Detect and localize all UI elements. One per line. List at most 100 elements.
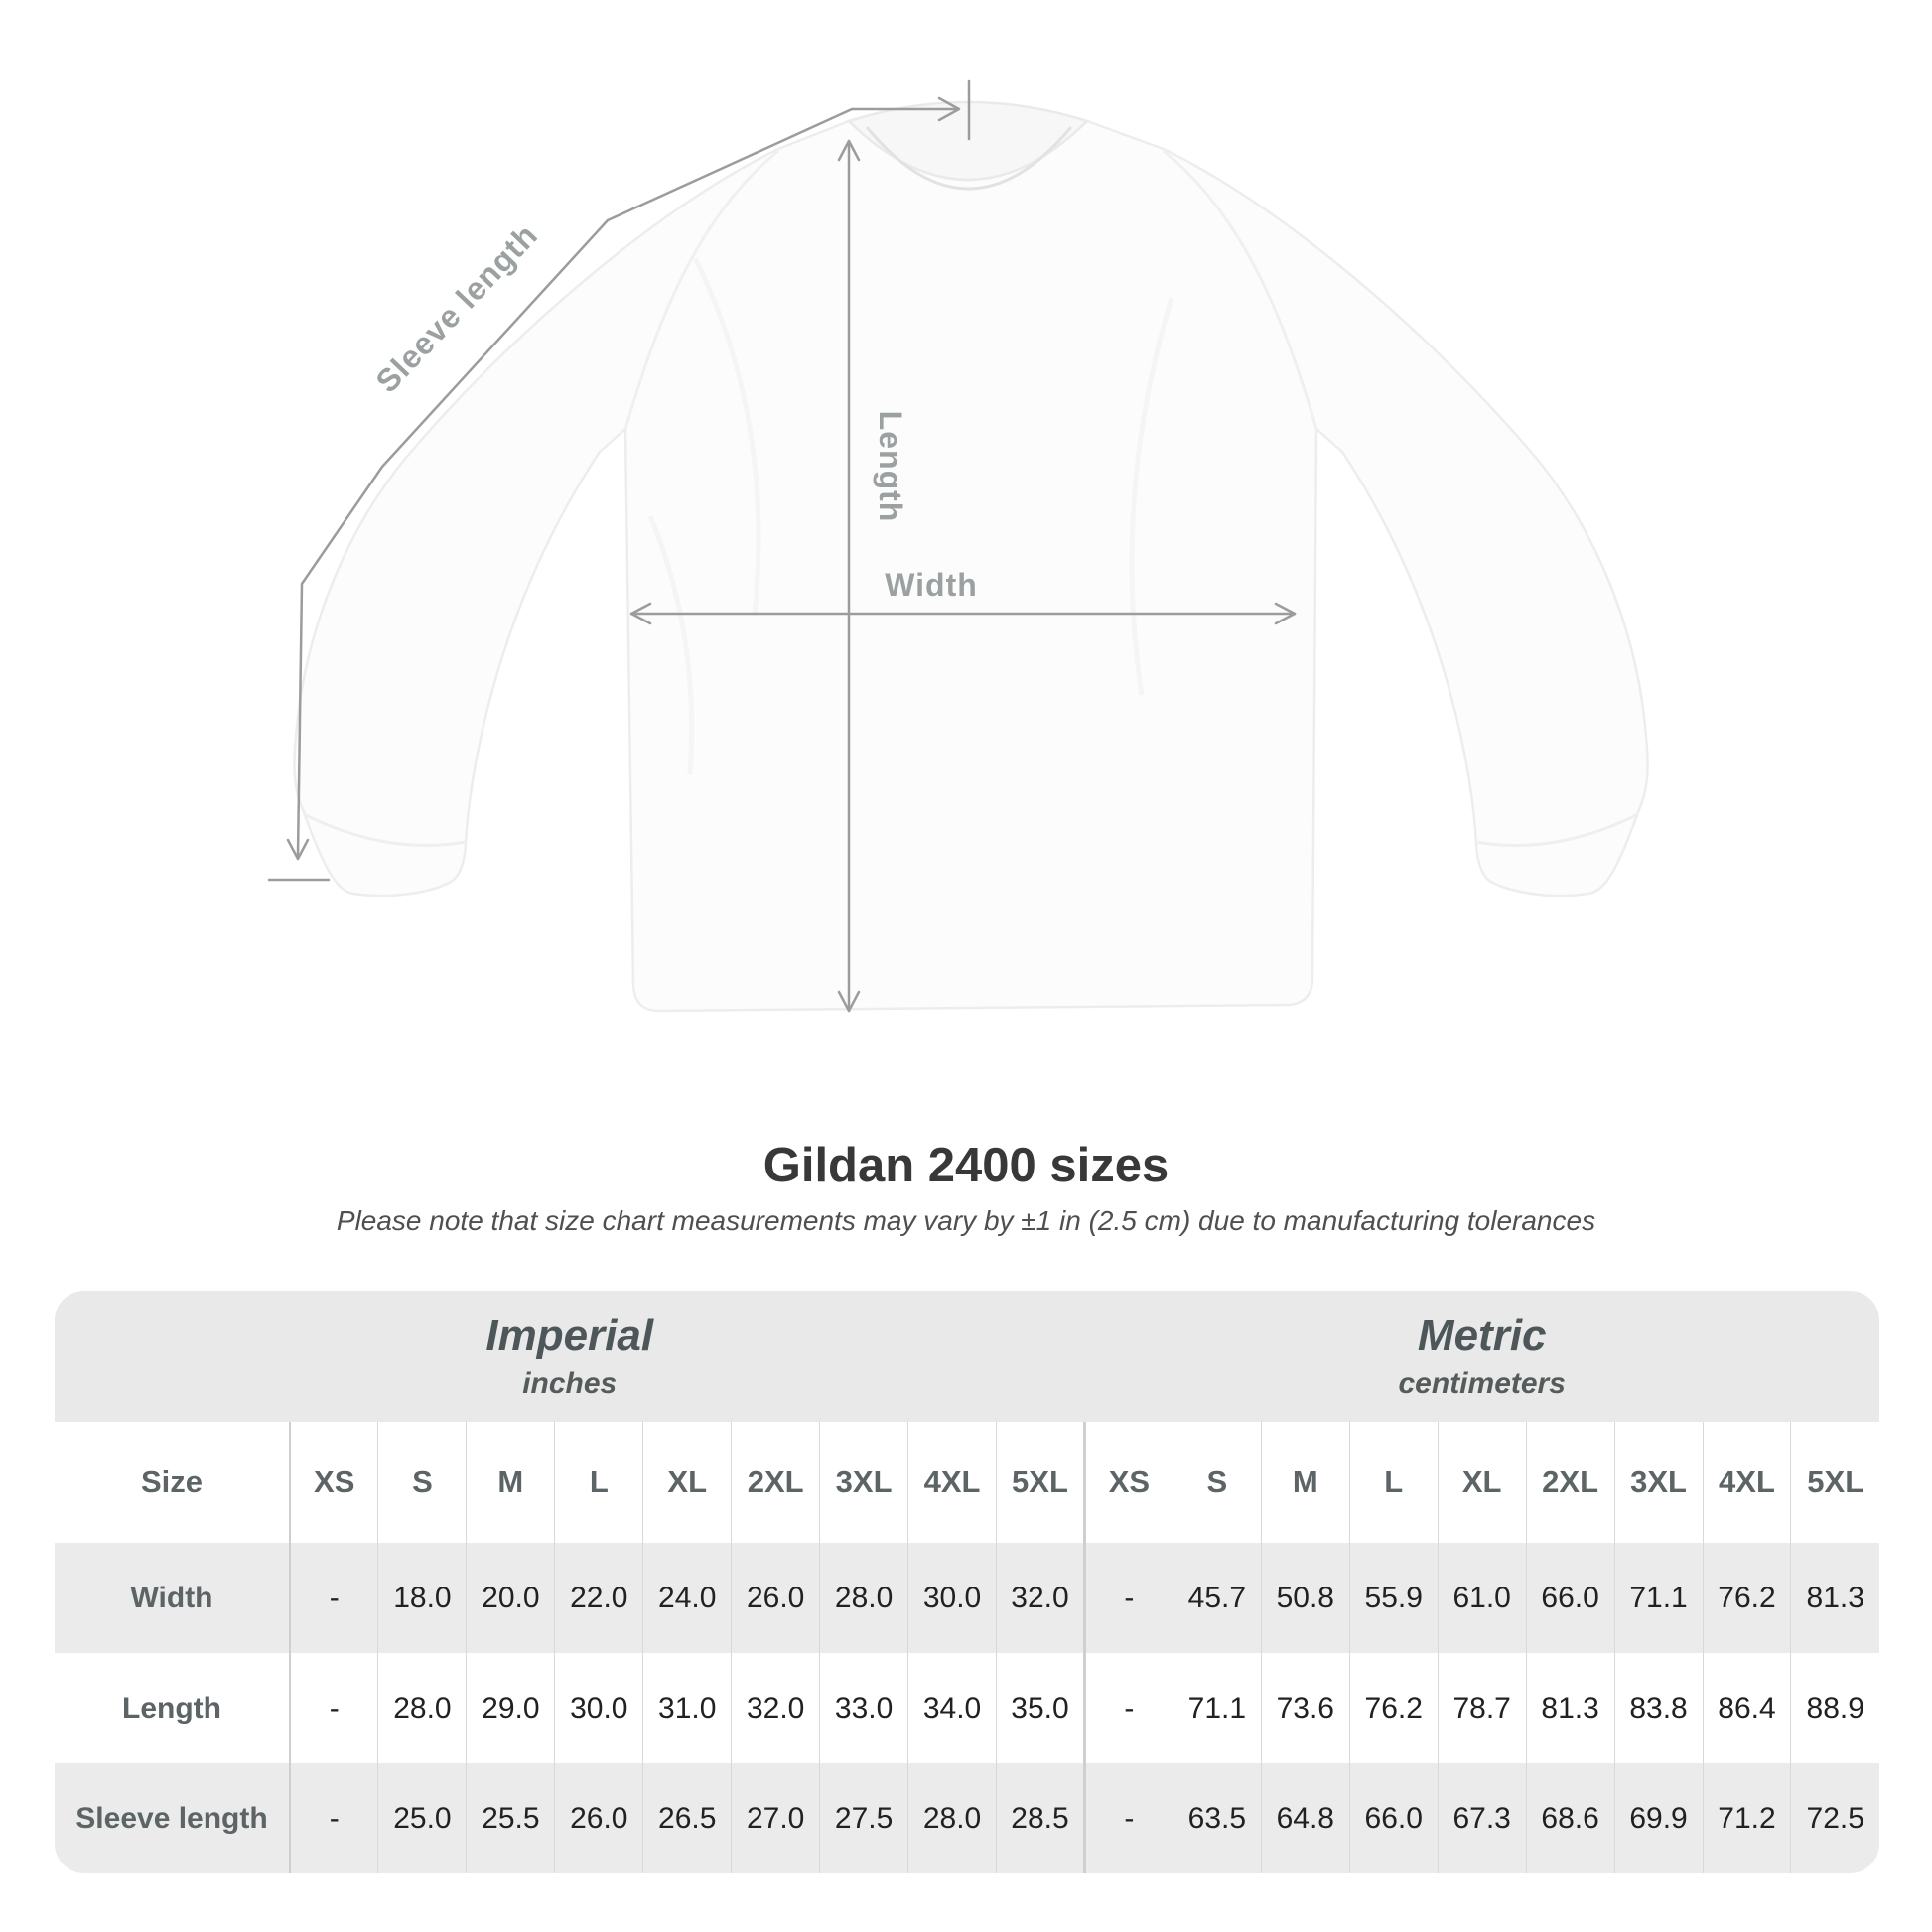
length-label: Length xyxy=(873,411,908,523)
size-header-imperial-3xl: 3XL xyxy=(819,1422,908,1543)
size-chart: Imperial inches Metric centimeters Size … xyxy=(55,1291,1879,1873)
cell-metric-s: 45.7 xyxy=(1172,1543,1262,1653)
cell-metric-3xl: 71.1 xyxy=(1613,1543,1703,1653)
cell-imperial-l: 26.0 xyxy=(554,1763,643,1873)
row-label-width: Width xyxy=(130,1581,213,1614)
cell-imperial-3xl: 28.0 xyxy=(819,1543,908,1653)
size-header-imperial-xs: XS xyxy=(289,1422,378,1543)
cell-imperial-m: 25.5 xyxy=(466,1763,555,1873)
cell-imperial-5xl: 32.0 xyxy=(996,1543,1085,1653)
size-header-imperial-s: S xyxy=(377,1422,467,1543)
size-header-imperial-5xl: 5XL xyxy=(996,1422,1085,1543)
size-header-metric-s: S xyxy=(1172,1422,1262,1543)
cell-metric-2xl: 81.3 xyxy=(1525,1653,1615,1763)
cell-metric-xs: - xyxy=(1082,1653,1173,1763)
cell-metric-s: 63.5 xyxy=(1172,1763,1262,1873)
width-label: Width xyxy=(885,567,978,603)
size-header-metric-xl: XL xyxy=(1437,1422,1527,1543)
shirt-illustration xyxy=(293,100,1649,1013)
cell-metric-4xl: 71.2 xyxy=(1702,1763,1791,1873)
measurement-arrows xyxy=(267,79,1297,1013)
row-label-sleeve-length: Sleeve length xyxy=(75,1801,268,1835)
cell-imperial-xs: - xyxy=(289,1653,378,1763)
size-header-imperial-xl: XL xyxy=(642,1422,732,1543)
size-header-imperial-2xl: 2XL xyxy=(731,1422,820,1543)
metric-unit: centimeters xyxy=(1398,1367,1566,1401)
shirt-body xyxy=(293,101,1649,1013)
collar xyxy=(846,100,1090,182)
cell-metric-xs: - xyxy=(1082,1763,1173,1873)
size-header-metric-5xl: 5XL xyxy=(1790,1422,1879,1543)
size-header-row: Size XS S M L XL 2XL 3XL 4XL 5XL XS S M L XL 2XL 3XL 4XL… xyxy=(55,1422,1879,1543)
imperial-title: Imperial xyxy=(485,1311,654,1360)
cell-imperial-m: 20.0 xyxy=(466,1543,555,1653)
cell-imperial-s: 18.0 xyxy=(377,1543,467,1653)
metric-title: Metric xyxy=(1417,1311,1547,1360)
cell-imperial-xl: 26.5 xyxy=(642,1763,732,1873)
cell-metric-m: 64.8 xyxy=(1260,1763,1350,1873)
cell-metric-3xl: 69.9 xyxy=(1613,1763,1703,1873)
cell-imperial-4xl: 34.0 xyxy=(907,1653,997,1763)
fabric-crease xyxy=(647,515,695,775)
cell-imperial-m: 29.0 xyxy=(466,1653,555,1763)
measurement-row: Length -28.0 29.0 30.0 31.0 32.0 33.0 34.0 35.0-… xyxy=(55,1653,1879,1763)
cell-metric-l: 76.2 xyxy=(1348,1653,1439,1763)
tolerance-note: Please note that size chart measurements… xyxy=(336,1205,1596,1236)
cell-imperial-xs: - xyxy=(289,1763,378,1873)
cell-metric-5xl: 88.9 xyxy=(1790,1653,1879,1763)
cell-metric-l: 55.9 xyxy=(1348,1543,1439,1653)
imperial-unit: inches xyxy=(522,1367,618,1401)
cell-imperial-4xl: 30.0 xyxy=(907,1543,997,1653)
cell-metric-xs: - xyxy=(1082,1543,1173,1653)
size-column-title: Size xyxy=(55,1422,290,1543)
cell-metric-s: 71.1 xyxy=(1172,1653,1262,1763)
cell-metric-2xl: 68.6 xyxy=(1525,1763,1615,1873)
cell-imperial-5xl: 35.0 xyxy=(996,1653,1085,1763)
cell-metric-2xl: 66.0 xyxy=(1525,1543,1615,1653)
cell-metric-m: 73.6 xyxy=(1260,1653,1350,1763)
width-arrow xyxy=(629,602,1297,625)
cell-imperial-s: 28.0 xyxy=(377,1653,467,1763)
collar-inner-shadow xyxy=(865,126,1073,191)
cell-imperial-xs: - xyxy=(289,1543,378,1653)
fabric-crease xyxy=(1129,297,1174,696)
row-label-length: Length xyxy=(122,1691,221,1725)
size-header-metric-2xl: 2XL xyxy=(1525,1422,1615,1543)
measurement-row: Sleeve length -25.0 25.5 26.0 26.5 27.0 27.5 28… xyxy=(55,1763,1879,1873)
cell-metric-5xl: 81.3 xyxy=(1790,1543,1879,1653)
size-header-metric-4xl: 4XL xyxy=(1702,1422,1791,1543)
unit-header-row: Imperial inches Metric centimeters xyxy=(55,1291,1879,1422)
sleeve-length-arrow xyxy=(267,79,971,882)
size-header-imperial-m: M xyxy=(466,1422,555,1543)
cell-imperial-xl: 31.0 xyxy=(642,1653,732,1763)
measurement-row: Width -18.0 20.0 22.0 24.0 26.0 28.0 30.0 32.0-4… xyxy=(55,1543,1879,1653)
page-title: Gildan 2400 sizes xyxy=(762,1139,1170,1192)
cell-metric-4xl: 86.4 xyxy=(1702,1653,1791,1763)
cell-imperial-4xl: 28.0 xyxy=(907,1763,997,1873)
cell-imperial-2xl: 27.0 xyxy=(731,1763,820,1873)
cell-metric-xl: 67.3 xyxy=(1437,1763,1527,1873)
cell-imperial-s: 25.0 xyxy=(377,1763,467,1873)
cell-imperial-3xl: 33.0 xyxy=(819,1653,908,1763)
cell-imperial-2xl: 26.0 xyxy=(731,1543,820,1653)
sleeve-seam-left xyxy=(623,149,779,430)
size-header-imperial-l: L xyxy=(554,1422,643,1543)
cell-metric-xl: 61.0 xyxy=(1437,1543,1527,1653)
size-chart-table: Imperial inches Metric centimeters Size … xyxy=(55,1291,1879,1873)
length-arrow xyxy=(837,139,861,1013)
cell-metric-m: 50.8 xyxy=(1260,1543,1350,1653)
imperial-header: Imperial inches xyxy=(55,1291,1085,1422)
fabric-crease xyxy=(692,256,761,617)
size-header-metric-xs: XS xyxy=(1082,1422,1173,1543)
cell-imperial-l: 22.0 xyxy=(554,1543,643,1653)
cell-metric-5xl: 72.5 xyxy=(1790,1763,1879,1873)
size-header-imperial-4xl: 4XL xyxy=(907,1422,997,1543)
cuff-seam-left xyxy=(303,812,467,847)
sleeve-seam-right xyxy=(1163,149,1318,430)
size-header-metric-m: M xyxy=(1260,1422,1350,1543)
cell-metric-xl: 78.7 xyxy=(1437,1653,1527,1763)
cell-imperial-2xl: 32.0 xyxy=(731,1653,820,1763)
cell-metric-l: 66.0 xyxy=(1348,1763,1439,1873)
cell-imperial-5xl: 28.5 xyxy=(996,1763,1085,1873)
cuff-seam-right xyxy=(1475,812,1639,847)
